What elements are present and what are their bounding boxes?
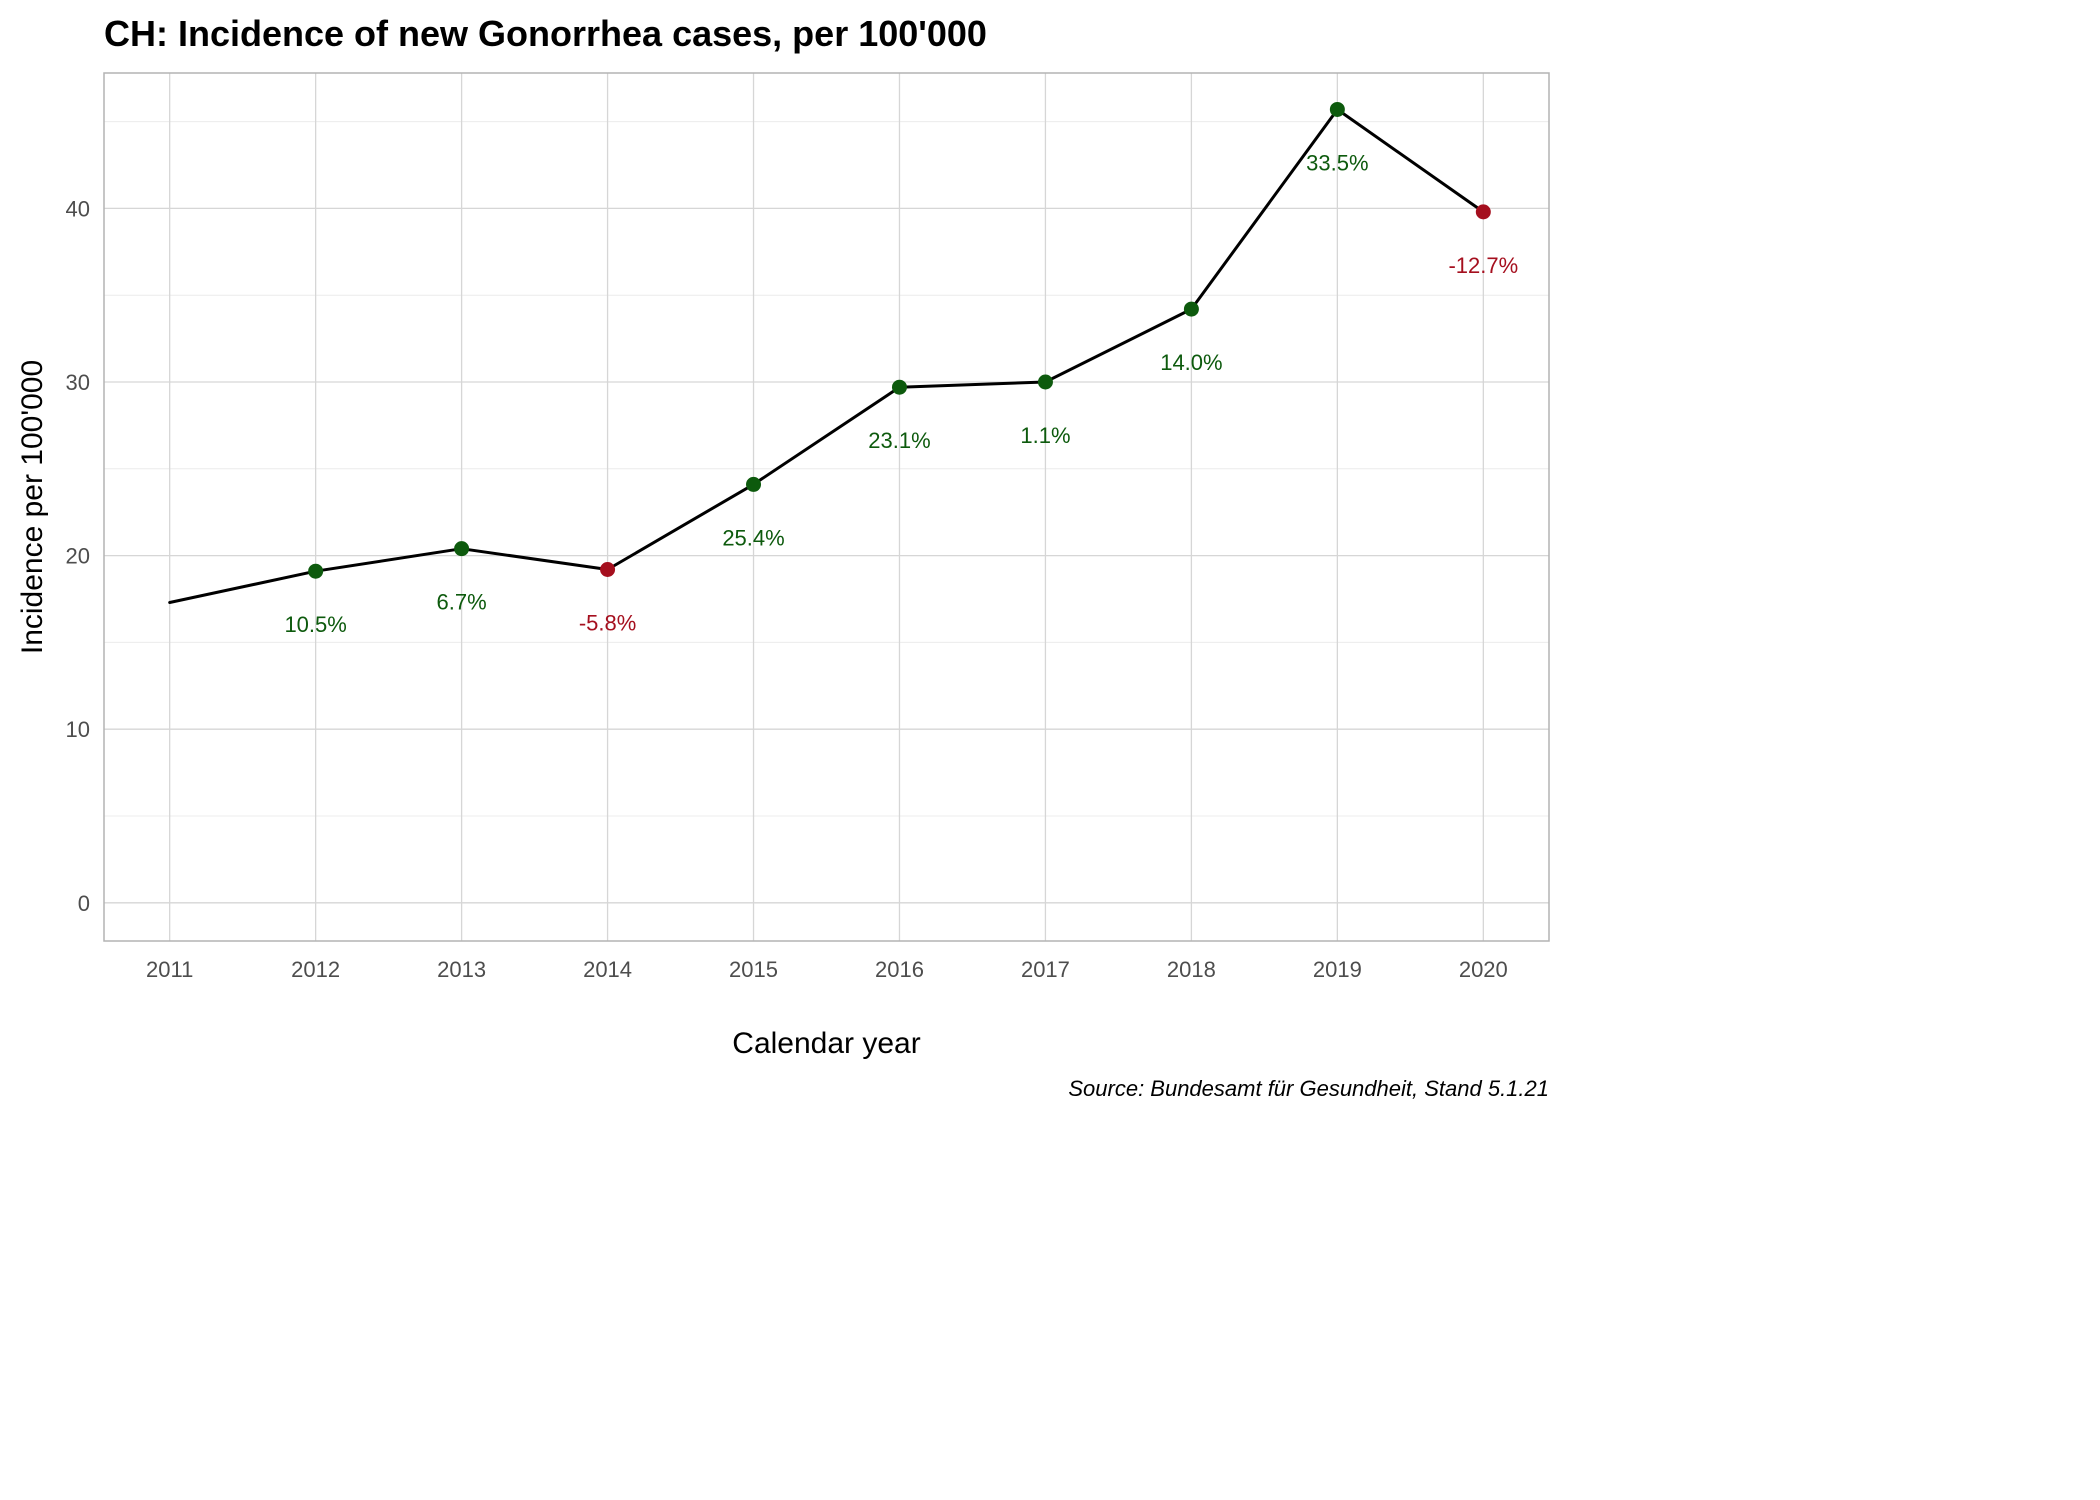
change-label: 14.0% [1160,350,1222,375]
point-layer [308,101,1491,579]
x-tick-label: 2018 [1167,957,1216,982]
x-tick-label: 2013 [437,957,486,982]
y-tick-label: 20 [66,544,90,569]
change-label: -5.8% [579,610,636,635]
x-tick-labels: 2011 2012 2013 2014 2015 2016 2017 2018 2019 2020 [146,957,1508,982]
data-point [1183,301,1199,317]
chart-root: CH: Incidence of new Gonorrhea cases, pe… [16,13,1550,1101]
data-point [1475,204,1491,220]
source-caption: Source: Bundesamt für Gesundheit, Stand … [1068,1076,1549,1101]
y-tick-label: 30 [66,370,90,395]
data-point [454,541,470,557]
x-tick-label: 2015 [729,957,778,982]
y-tick-label: 0 [78,891,90,916]
series-line [168,108,1485,604]
change-label: 10.5% [284,612,346,637]
grid-layer [104,73,1549,941]
x-tick-label: 2020 [1459,957,1508,982]
x-tick-label: 2011 [146,957,193,982]
change-label: 6.7% [437,590,487,615]
change-label: 23.1% [868,428,930,453]
y-axis-title: Incidence per 100'000 [16,360,49,654]
data-point [1037,374,1053,390]
data-point [1329,101,1345,117]
label-layer: 10.5% 6.7% -5.8% 25.4% 23.1% 1.1% 14.0% 33.5% -1… [284,150,1518,637]
line-layer [168,108,1485,604]
x-tick-label: 2012 [291,957,340,982]
change-label: 1.1% [1020,423,1070,448]
x-tick-label: 2017 [1021,957,1070,982]
data-point [600,561,616,577]
y-tick-label: 40 [66,196,90,221]
plot-panel [103,72,1550,942]
chart-title: CH: Incidence of new Gonorrhea cases, pe… [104,13,987,54]
x-axis-title: Calendar year [732,1027,920,1060]
data-point [746,476,762,492]
change-label: 25.4% [722,525,784,550]
y-tick-label: 10 [66,717,90,742]
data-point [891,379,907,395]
x-tick-label: 2016 [875,957,924,982]
x-tick-label: 2019 [1313,957,1362,982]
x-tick-label: 2014 [583,957,632,982]
change-label: -12.7% [1448,253,1518,278]
y-tick-labels: 0 10 20 30 40 [66,196,90,915]
change-label: 33.5% [1306,150,1368,175]
data-point [308,563,324,579]
